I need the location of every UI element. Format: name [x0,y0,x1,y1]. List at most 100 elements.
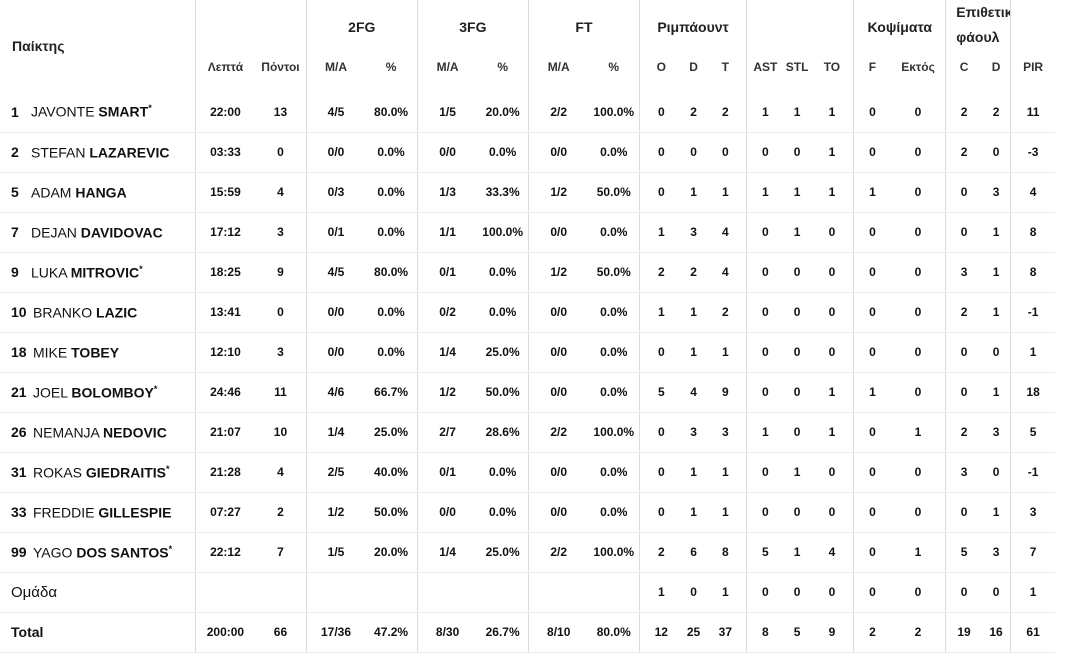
player-last-name[interactable]: LAZIC [96,304,138,321]
stat-fg2: 1/2 [305,492,366,533]
stat-ast: 0 [746,132,784,173]
header-reb-t[interactable]: T [721,60,729,74]
player-last-name[interactable]: DAVIDOVAC [80,224,163,241]
header-2fg-ma[interactable]: M/A [305,50,366,92]
header-rebounds: Ριμπάουντ [639,0,747,50]
player-number: 2 [11,144,19,161]
player-name-cell[interactable]: 26 NEMANJA NEDOVIC [0,412,196,453]
stat-pts: 0 [255,132,307,173]
total-ft: 8/10 [527,612,589,653]
player-name-cell[interactable]: 7 DEJAN DAVIDOVAC [0,212,196,253]
stat-ek: 0 [890,172,946,213]
header-points[interactable]: Πόντοι [261,60,300,74]
header-player[interactable]: Παίκτης [12,38,65,54]
stat-ast: 0 [746,212,784,253]
header-blank-pir [1010,0,1055,50]
total-fg2p: 47.2% [365,612,418,653]
stat-to: 1 [810,372,854,413]
player-last-name[interactable]: TOBEY [71,344,120,361]
stat-ek: 0 [890,212,946,253]
player-last-name[interactable]: SMART [98,104,149,121]
header-blank-minutes [194,0,307,50]
stat-fg3: 1/2 [416,372,478,413]
header-pir[interactable]: PIR [1010,50,1055,92]
header-3fg-pct[interactable]: % [497,60,508,74]
header-ast[interactable]: AST [746,50,784,92]
stat-fd: 0 [981,332,1011,373]
header-2fg-pct[interactable]: % [385,60,397,74]
stat-f: 1 [853,372,891,413]
header-3fg-ma[interactable]: M/A [416,50,478,92]
total-ftp: 80.0% [588,612,640,653]
total-fg2: 17/36 [305,612,366,653]
stat-pir: 8 [1010,212,1055,253]
player-name-cell[interactable]: 5 ADAM HANGA [0,172,196,213]
header-stl[interactable]: STL [785,60,809,74]
header-ft-pct[interactable]: % [608,60,620,74]
stat-f: 0 [853,492,891,533]
player-name-cell[interactable]: 10 BRANKO LAZIC [0,292,196,333]
player-last-name[interactable]: DOS SANTOS [76,544,169,561]
player-row: 21 JOEL BOLOMBOY* 24:46 11 4/6 66.7% 1/2 50.0% 0… [0,372,1079,413]
stat-o: 0 [639,332,683,373]
player-name-cell[interactable]: 1 JAVONTE SMART* [0,92,196,133]
stat-ek: 0 [890,492,946,533]
stat-stl: 0 [783,412,811,453]
team-t: 1 [704,572,747,613]
player-last-name[interactable]: LAZAREVIC [89,144,170,161]
player-last-name[interactable]: MITROVIC [70,264,140,281]
header-fouls-c[interactable]: C [945,50,982,92]
player-name-cell[interactable]: 9 LUKA MITROVIC* [0,252,196,293]
header-minutes[interactable]: Λεπτά [194,50,256,92]
player-last-name[interactable]: NEDOVIC [103,424,167,441]
stat-stl: 1 [783,212,811,253]
stat-ast: 0 [746,452,784,493]
total-d: 25 [682,612,705,653]
player-number: 99 [11,544,27,561]
stat-fg2: 4/5 [305,252,366,293]
stat-fd: 3 [981,532,1011,573]
stat-c: 2 [945,292,982,333]
header-reb-o[interactable]: O [639,50,683,92]
header-fouls-d[interactable]: D [991,60,1001,74]
stat-d: 2 [682,92,705,133]
player-first-name: ROKAS [33,464,83,481]
stat-fg3: 1/5 [416,92,478,133]
player-last-name[interactable]: GIEDRAITIS [85,464,167,481]
player-first-name: FREDDIE [33,504,95,521]
stat-fg2: 0/0 [305,132,366,173]
header-to[interactable]: TO [823,60,841,74]
stat-ast: 0 [746,372,784,413]
header-reb-d[interactable]: D [689,60,698,74]
stat-c: 0 [945,212,982,253]
player-last-name[interactable]: BOLOMBOY [71,384,154,401]
player-last-name[interactable]: GILLESPIE [98,504,172,521]
header-ft-ma[interactable]: M/A [527,50,589,92]
player-last-name[interactable]: HANGA [75,184,127,201]
stat-fg3: 0/0 [416,492,478,533]
stat-o: 2 [639,532,683,573]
stat-pts: 10 [255,412,307,453]
player-name-cell[interactable]: 31 ROKAS GIEDRAITIS* [0,452,196,493]
player-name-cell[interactable]: 33 FREDDIE GILLESPIE [0,492,196,533]
stat-ft: 0/0 [527,452,589,493]
stat-pir: -1 [1010,292,1055,333]
stat-ft: 1/2 [527,172,589,213]
player-name-cell[interactable]: 99 YAGO DOS SANTOS* [0,532,196,573]
stat-o: 1 [639,212,683,253]
player-name-cell[interactable]: 21 JOEL BOLOMBOY* [0,372,196,413]
stat-fg3: 0/0 [416,132,478,173]
player-number: 5 [11,184,19,201]
stat-d: 1 [682,292,705,333]
stat-fd: 1 [981,292,1011,333]
stat-t: 4 [704,212,747,253]
header-blk-ektos[interactable]: Εκτός [901,60,935,74]
player-name-cell[interactable]: 18 MIKE TOBEY [0,332,196,373]
player-name-cell[interactable]: 2 STEFAN LAZAREVIC [0,132,196,173]
stat-d: 3 [682,412,705,453]
stat-to: 0 [810,292,854,333]
header-blk-f[interactable]: F [853,50,891,92]
stat-min: 12:10 [194,332,256,373]
stat-ftp: 0.0% [588,292,640,333]
